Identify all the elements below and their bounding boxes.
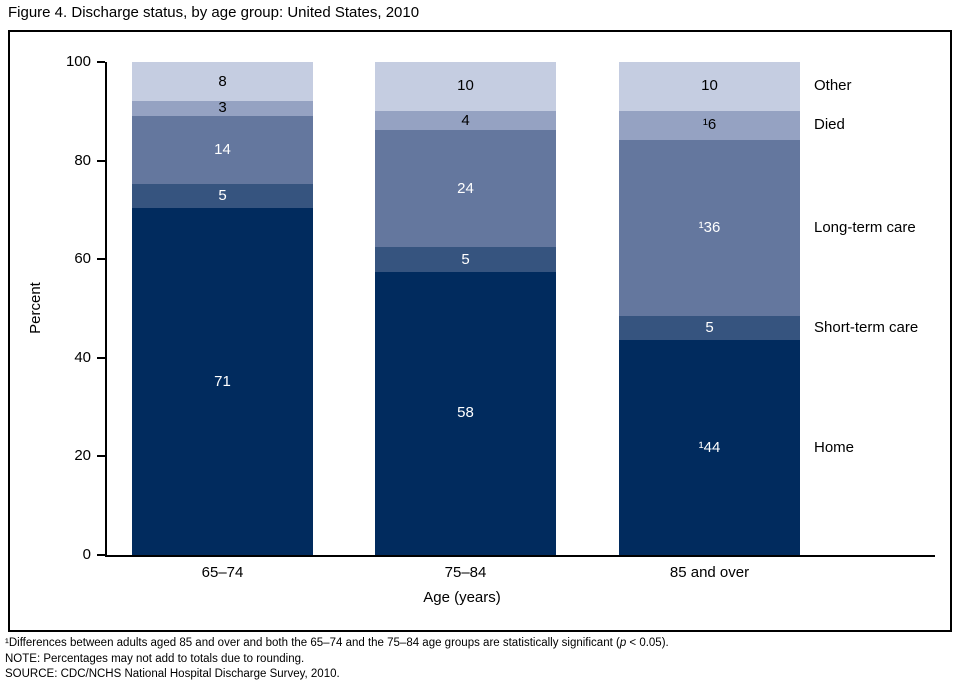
- y-tick-label: 60: [74, 250, 91, 268]
- bar-segment-died: [375, 110, 556, 131]
- legend-label-other: Other: [814, 77, 852, 95]
- y-tick-mark: [97, 258, 105, 261]
- bar-segment-other: [619, 62, 800, 111]
- bar-segment-died: [619, 110, 800, 141]
- footnote-significance: ¹Differences between adults aged 85 and …: [5, 636, 955, 652]
- y-tick-mark: [97, 554, 105, 556]
- x-axis-line: [105, 555, 935, 557]
- footnote-italic-p: p: [619, 637, 627, 649]
- bar-segment-long-term-care: [619, 140, 800, 316]
- y-axis-line: [105, 62, 107, 557]
- bar-segment-short-term-care: [132, 184, 313, 209]
- legend-label-short-term-care: Short-term care: [814, 319, 919, 337]
- segment-value-label: 10: [701, 77, 718, 95]
- y-tick-mark: [97, 356, 105, 359]
- bar-segment-other: [375, 62, 556, 111]
- segment-value-label: 5: [461, 250, 470, 268]
- y-axis-title: Percent: [27, 282, 44, 334]
- bar-segment-home: [375, 271, 556, 555]
- legend-label-died: Died: [814, 116, 845, 134]
- footnotes: ¹Differences between adults aged 85 and …: [5, 636, 955, 683]
- segment-value-label: 8: [218, 72, 227, 90]
- segment-value-label: 10: [457, 77, 474, 95]
- segment-value-label: ¹36: [698, 218, 721, 236]
- footnote-source: SOURCE: CDC/NCHS National Hospital Disch…: [5, 668, 340, 680]
- bar-segment-other: [132, 62, 313, 102]
- y-tick-label: 40: [74, 348, 91, 366]
- legend-label-long-term-care: Long-term care: [814, 218, 916, 236]
- legend-label-home: Home: [814, 438, 855, 456]
- x-category-label: 75–84: [444, 564, 487, 581]
- segment-value-label: 24: [457, 179, 474, 197]
- segment-value-label: 5: [705, 319, 714, 337]
- plot-area: 0 20 40 60 80 100 Percent 71 5 14 3 8 65–74 58 5 24 4 10 7…: [10, 32, 950, 630]
- segment-value-label: 58: [457, 404, 474, 422]
- figure-title: Figure 4. Discharge status, by age group…: [8, 4, 420, 21]
- y-tick-label: 80: [74, 151, 91, 169]
- segment-value-label: ¹44: [698, 438, 721, 456]
- segment-value-label: 71: [214, 372, 231, 390]
- segment-value-label: ¹6: [702, 116, 717, 134]
- bar-segment-short-term-care: [375, 247, 556, 272]
- segment-value-label: 5: [218, 187, 227, 205]
- footnote-text-part: ¹Differences between adults aged 85 and …: [5, 637, 620, 649]
- bar-segment-home: [619, 340, 800, 555]
- bar-segment-long-term-care: [375, 130, 556, 248]
- bar-segment-long-term-care: [132, 115, 313, 185]
- segment-value-label: 4: [461, 111, 470, 129]
- x-axis-title: Age (years): [423, 589, 501, 606]
- y-tick-label: 0: [82, 546, 91, 563]
- bar-segment-short-term-care: [619, 315, 800, 341]
- x-category-label: 85 and over: [669, 564, 750, 581]
- y-tick-label: 20: [74, 447, 91, 465]
- footnote-text-part: < 0.05).: [626, 637, 669, 649]
- bar-segment-died: [132, 101, 313, 116]
- y-tick-mark: [97, 61, 105, 63]
- footnote-note: NOTE: Percentages may not add to totals …: [5, 652, 305, 665]
- segment-value-label: 14: [214, 140, 231, 158]
- bar-segment-home: [132, 208, 313, 555]
- x-category-label: 65–74: [201, 564, 244, 581]
- y-tick-mark: [97, 455, 105, 458]
- y-tick-mark: [97, 159, 105, 162]
- y-tick-label: 100: [65, 53, 91, 70]
- chart-frame: 0 20 40 60 80 100 Percent 71 5 14 3 8 65–74 58 5 24 4 10 7…: [8, 30, 952, 632]
- segment-value-label: 3: [218, 99, 227, 117]
